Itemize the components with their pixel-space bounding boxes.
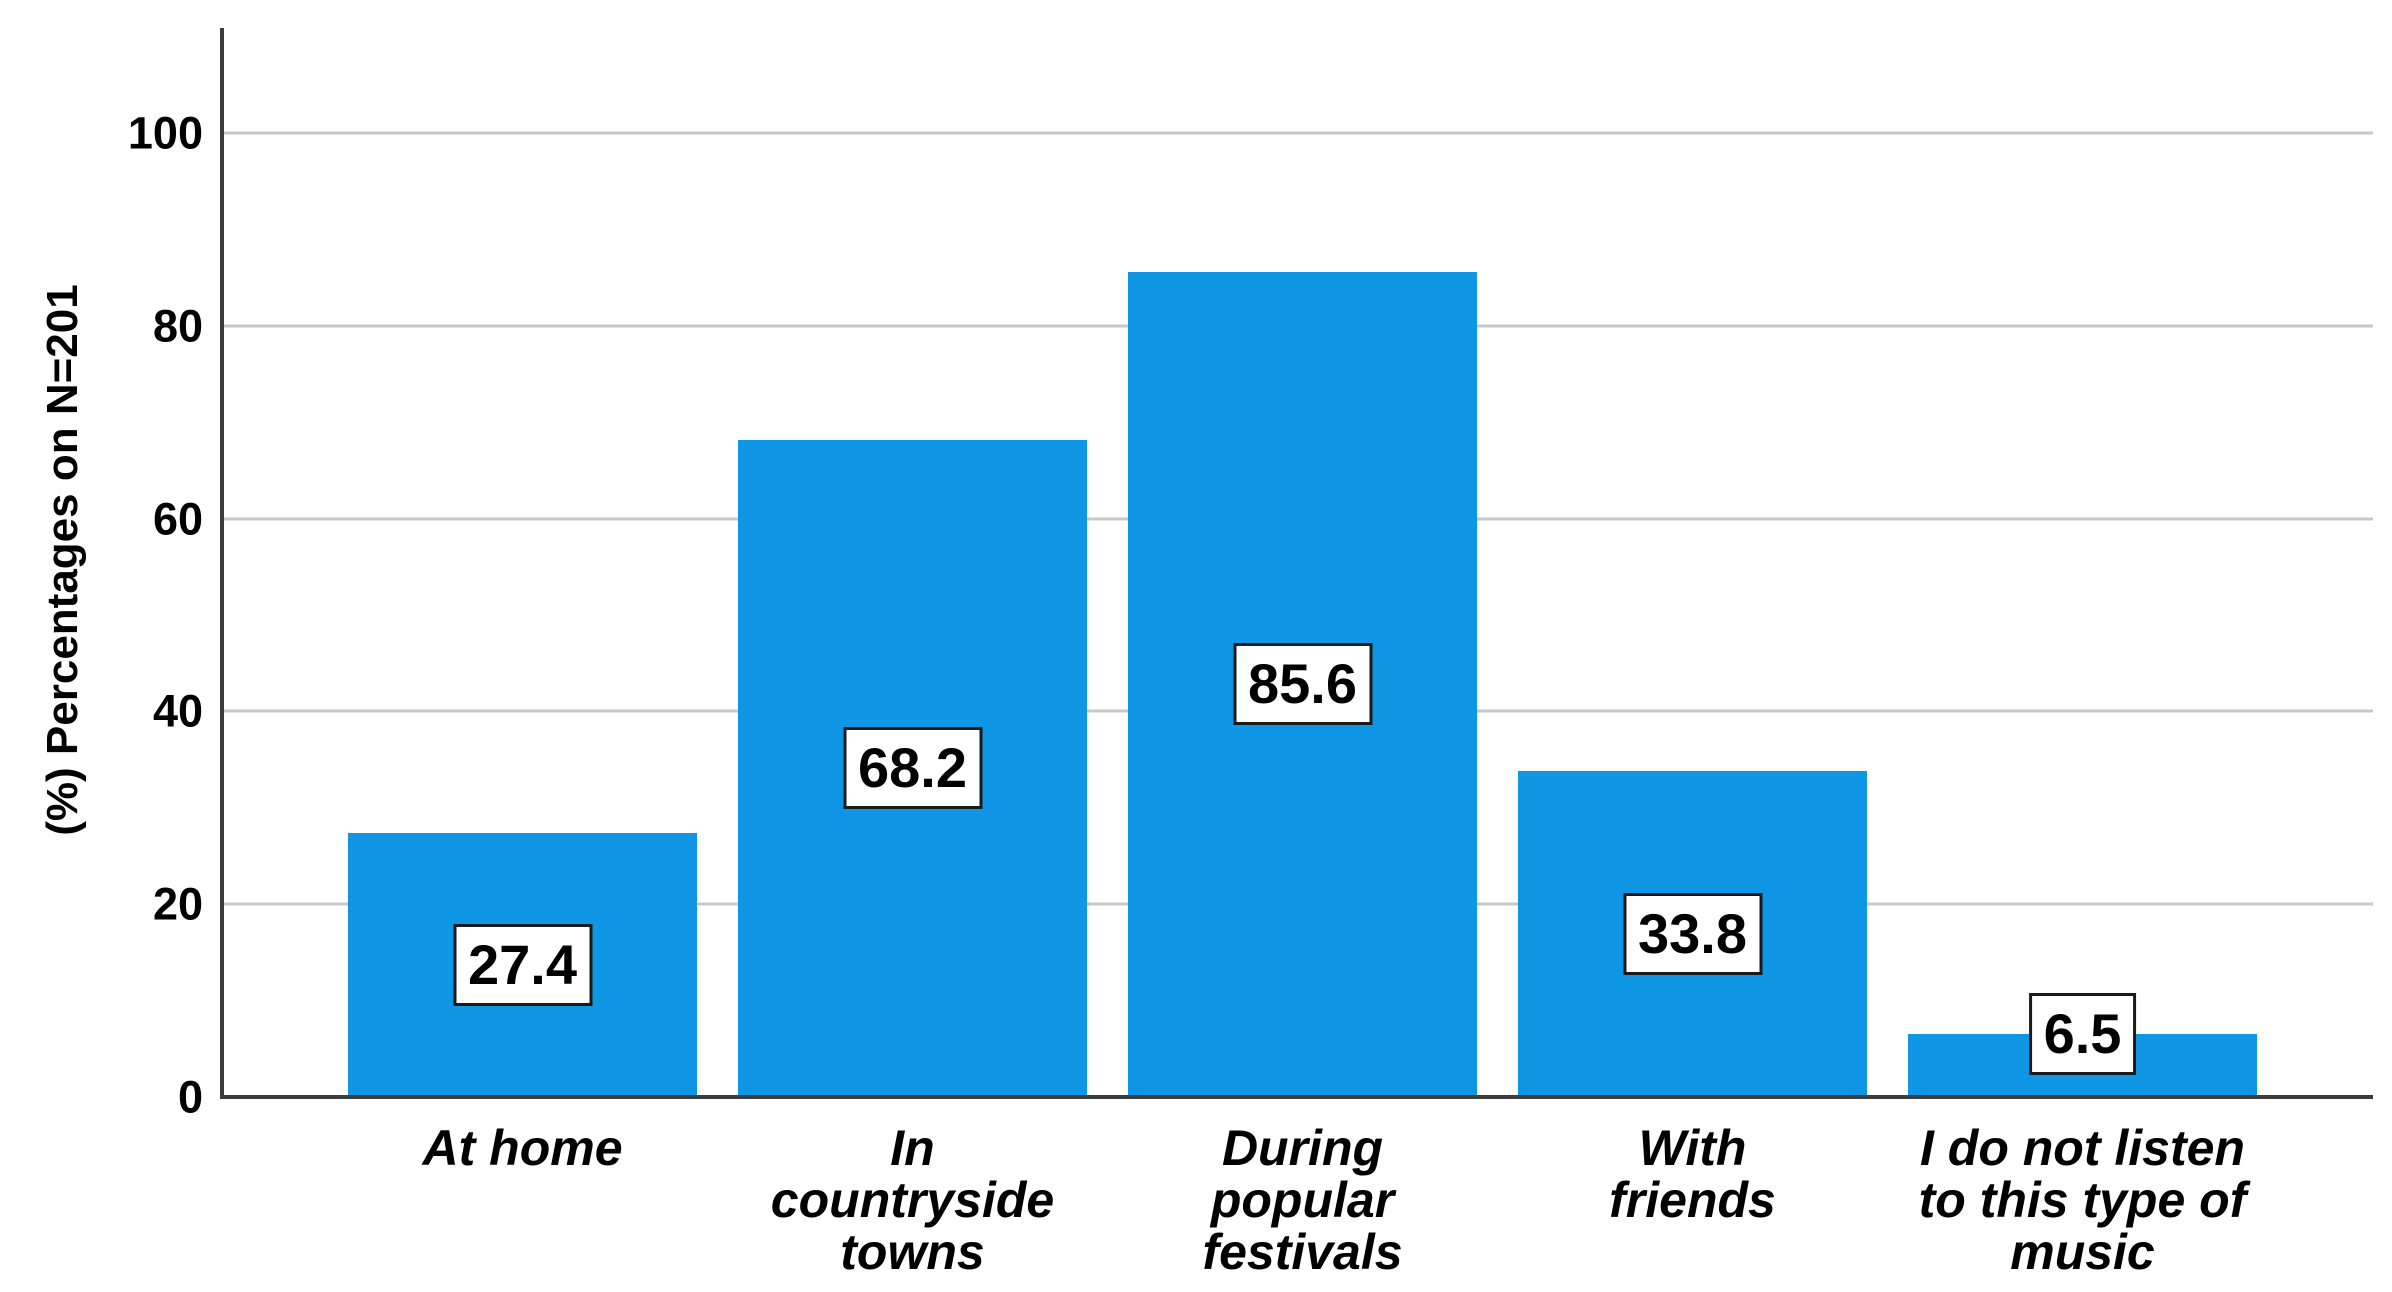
y-tick-label: 0: [177, 1071, 203, 1123]
category-label: With friends: [1609, 1120, 1776, 1228]
y-tick-label: 100: [127, 107, 203, 159]
y-tick-label: 60: [152, 493, 203, 545]
category-label: I do not listen to this type of music: [1918, 1120, 2247, 1280]
y-tick-label: 80: [152, 300, 203, 352]
y-axis-line: [220, 28, 224, 1099]
category-label: At home: [422, 1120, 623, 1176]
bar-value-label: 6.5: [2028, 993, 2137, 1076]
bar-value-label: 33.8: [1623, 893, 1762, 976]
y-axis-title: (%) Percentages on N=201: [38, 284, 87, 836]
bar-value-label: 85.6: [1233, 643, 1372, 726]
category-label: In countryside towns: [770, 1120, 1055, 1280]
gridline: [222, 131, 2373, 135]
x-axis-line: [220, 1095, 2373, 1099]
bar-value-label: 27.4: [453, 923, 592, 1006]
category-label: During popular festivals: [1202, 1120, 1403, 1280]
y-tick-label: 40: [152, 685, 203, 737]
y-tick-label: 20: [152, 878, 203, 930]
bar-value-label: 68.2: [843, 727, 982, 810]
